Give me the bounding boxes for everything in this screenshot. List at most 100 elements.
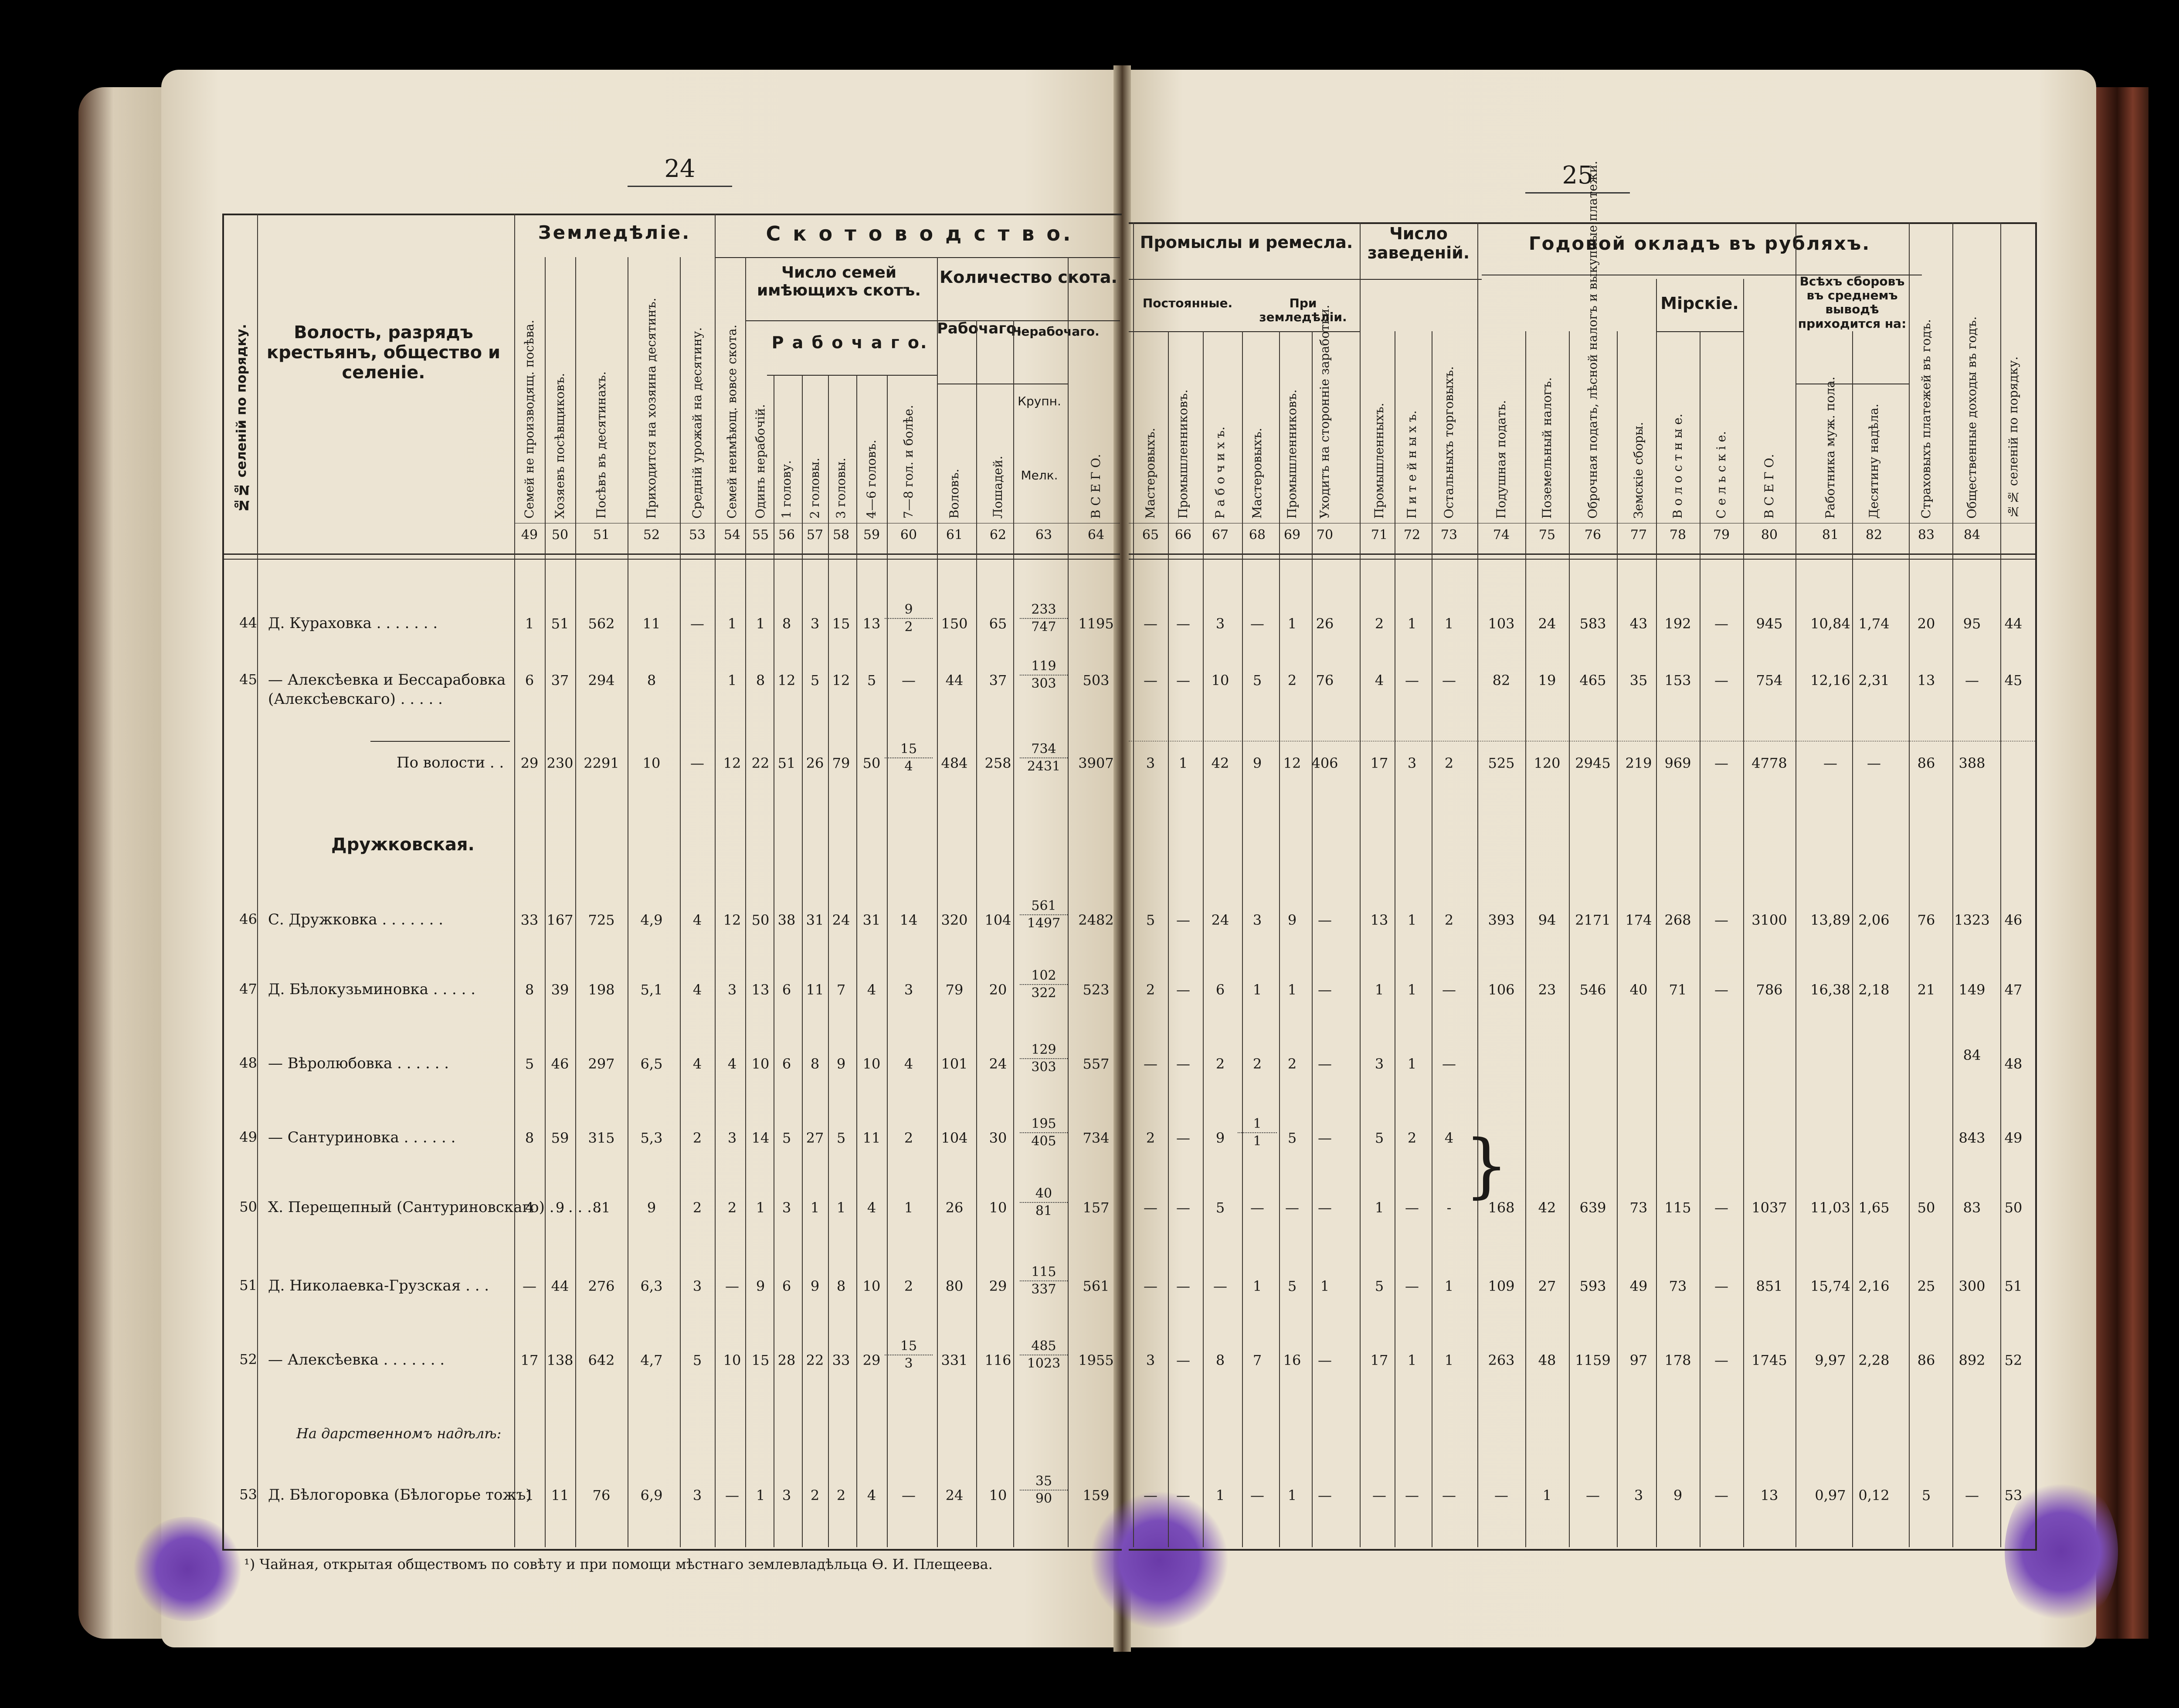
row-cell: 7 — [836, 981, 846, 998]
fraction-bottom: 2431 — [1027, 758, 1061, 774]
row-cell: 9 — [1252, 755, 1262, 771]
right-rule-17 — [1852, 331, 1853, 1547]
all-fees-header: Всѣхъ сборовъ въ среднемъ выводѣ приходи… — [1795, 274, 1909, 331]
families-having-header: Число семей имѣющихъ скотъ. — [745, 264, 933, 300]
row-cell: 8 — [647, 672, 656, 689]
row-cell: 5 — [836, 1130, 846, 1146]
row-cell: — — [1176, 615, 1190, 632]
row-cell: 2 — [1146, 981, 1155, 998]
row-cell: 29 — [989, 1278, 1007, 1294]
row-cell: 20 — [1917, 615, 1935, 632]
row-cell: 851 — [1756, 1278, 1783, 1294]
fraction-bottom: 322 — [1031, 985, 1056, 1001]
row-cell: 50 — [2004, 1199, 2023, 1216]
row-cell: 26 — [806, 755, 824, 771]
left-col-number-56: 56 — [778, 527, 795, 543]
row-cell: 29 — [862, 1352, 881, 1368]
cattle-header-text: С к о т о в о д с т в о. — [766, 222, 1073, 245]
row-fraction: 15 3 — [885, 1338, 933, 1372]
left-col-header-51: Посѣвъ въ десятинахъ. — [594, 371, 608, 519]
row-cell: 8 — [1215, 1352, 1225, 1368]
row-cell: 23 — [1538, 981, 1556, 998]
mirskie-header: Мірскіе. — [1656, 294, 1743, 313]
row-cell: 1 — [1542, 1487, 1552, 1504]
row-cell: 73 — [1629, 1199, 1648, 1216]
row-cell: 42 — [1538, 1199, 1556, 1216]
row-cell: 12 — [723, 912, 741, 928]
row-cell: 22 — [806, 1352, 824, 1368]
row-cell: 523 — [1083, 981, 1110, 998]
row-cell: 5 — [782, 1130, 791, 1146]
families-having-header-text: Число семей имѣющихъ скотъ. — [757, 264, 921, 300]
row-cell: 103 — [1488, 615, 1515, 632]
row-cell: 1,74 — [1858, 615, 1890, 632]
row-cell: 276 — [588, 1278, 615, 1294]
row-cell: 27 — [1538, 1278, 1556, 1294]
row-cell: 388 — [1958, 755, 1986, 771]
left-page — [161, 70, 1120, 1647]
mirskie-header-text: Мірскіе. — [1660, 294, 1739, 313]
row-cell: 50 — [862, 755, 881, 771]
row-cell: 9 — [1287, 912, 1297, 928]
row-cell: — — [1442, 672, 1456, 689]
left-rule-13 — [976, 320, 977, 1547]
row-cell: 13,89 — [1810, 912, 1850, 928]
row-cell: 583 — [1579, 615, 1606, 632]
row-cell: 1955 — [1078, 1352, 1114, 1368]
left-col-header-56: 1 голову. — [779, 460, 794, 519]
row-cell: 5 — [810, 672, 820, 689]
row-cell: 45 — [2004, 672, 2023, 689]
row-cell: 1 — [756, 1199, 765, 1216]
row-cell: 1 — [1407, 1352, 1417, 1368]
row-cell: 24 — [1211, 912, 1229, 928]
row-cell: 9 — [756, 1278, 765, 1294]
row-cell: 8 — [782, 615, 791, 632]
right-rule-3 — [1242, 331, 1243, 1547]
row-cell: 2 — [1407, 1130, 1417, 1146]
establishments-header-text: Число заведеній. — [1367, 224, 1470, 262]
row-cell: 16 — [1283, 1352, 1301, 1368]
fraction-top: 561 — [1020, 898, 1068, 915]
row-cell: 3 — [1215, 615, 1225, 632]
right-rule-15 — [1743, 279, 1744, 1547]
right-col-number-65: 65 — [1142, 527, 1159, 543]
row-cell: 12,16 — [1810, 672, 1850, 689]
row-cell: 6,5 — [640, 1056, 663, 1072]
row-cell: 4 — [867, 1199, 876, 1216]
row-cell: 10 — [723, 1352, 741, 1368]
right-page — [1124, 70, 2096, 1647]
row-label: По волости . . — [397, 754, 504, 771]
row-cell: 2 — [692, 1199, 702, 1216]
row-fraction: 35 90 — [1020, 1473, 1068, 1507]
row-cell: 31 — [806, 912, 824, 928]
row-cell: 8 — [836, 1278, 846, 1294]
fraction-bottom: 303 — [1031, 1059, 1056, 1075]
nonwork-header-text: Нерабочаго. — [1011, 324, 1100, 339]
left-col-header-50: Хозяевъ посѣвщиковъ. — [553, 373, 567, 519]
row-cell: 484 — [941, 755, 968, 771]
darstv-note-text: На дарственномъ надѣлѣ: — [296, 1425, 502, 1442]
row-number: 52 — [239, 1351, 257, 1368]
row-label: Д. Николаевка-Грузская . . . — [268, 1277, 489, 1294]
large-header: Крупн. — [1011, 394, 1068, 408]
row-cell: 0,12 — [1858, 1487, 1890, 1504]
cattle-header: С к о т о в о д с т в о. — [723, 222, 1116, 245]
row-cell: — — [1494, 1487, 1508, 1504]
row-cell: 5 — [1921, 1487, 1931, 1504]
row-cell: 11,03 — [1810, 1199, 1850, 1216]
row-cell: — — [1144, 1487, 1157, 1504]
ink-stain-right — [2005, 1473, 2118, 1630]
row-cell: 10,84 — [1810, 615, 1850, 632]
left-col-header-53: Средній урожай на десятину. — [690, 327, 704, 519]
row-cell: 37 — [551, 672, 569, 689]
row-cell: 1 — [1407, 912, 1417, 928]
row-cell: 4 — [904, 1056, 913, 1072]
fraction-bottom: 747 — [1031, 619, 1056, 635]
row-number: 50 — [239, 1199, 257, 1215]
row-cell: 3 — [692, 1278, 702, 1294]
row-cell: 3 — [1252, 912, 1262, 928]
row-cell: — — [1318, 1487, 1332, 1504]
row-cell: 2 — [904, 1278, 913, 1294]
row-cell: 5 — [692, 1352, 702, 1368]
tax-header-text: Годовой окладъ въ рубляхъ. — [1528, 233, 1871, 254]
